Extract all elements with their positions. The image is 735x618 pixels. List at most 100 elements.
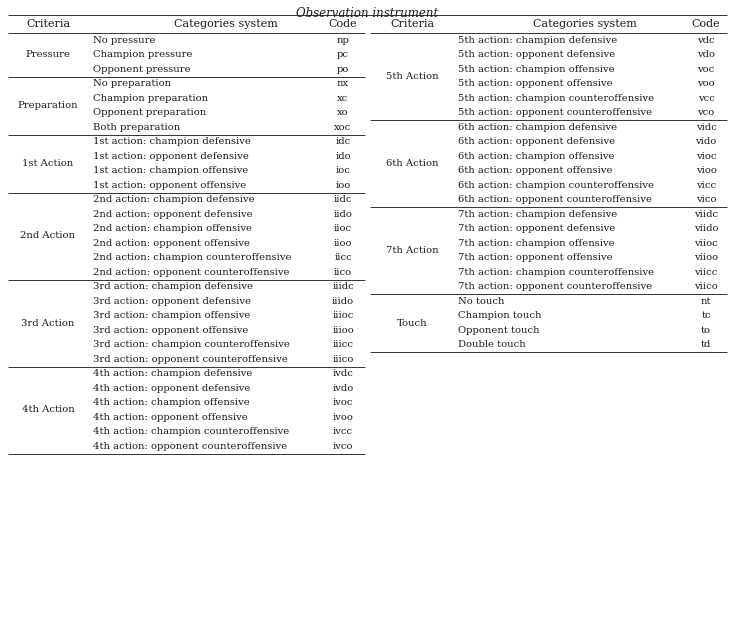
Text: ivoo: ivoo xyxy=(332,413,354,421)
Text: Preparation: Preparation xyxy=(18,101,79,110)
Text: 1st action: opponent offensive: 1st action: opponent offensive xyxy=(93,180,246,190)
Text: 2nd Action: 2nd Action xyxy=(21,232,76,240)
Text: vico: vico xyxy=(696,195,716,205)
Text: td: td xyxy=(700,341,711,349)
Text: 2nd action: opponent offensive: 2nd action: opponent offensive xyxy=(93,239,250,248)
Text: po: po xyxy=(337,65,349,74)
Text: 6th action: champion defensive: 6th action: champion defensive xyxy=(458,123,617,132)
Text: vioo: vioo xyxy=(695,166,717,176)
Text: iidc: iidc xyxy=(334,195,352,205)
Text: 4th action: champion counteroffensive: 4th action: champion counteroffensive xyxy=(93,427,290,436)
Text: No touch: No touch xyxy=(458,297,504,306)
Text: xo: xo xyxy=(337,108,349,117)
Text: 5th Action: 5th Action xyxy=(386,72,438,81)
Text: iiico: iiico xyxy=(332,355,354,364)
Text: Pressure: Pressure xyxy=(26,50,71,59)
Text: vidc: vidc xyxy=(695,123,717,132)
Text: 5th action: champion counteroffensive: 5th action: champion counteroffensive xyxy=(458,94,654,103)
Text: to: to xyxy=(701,326,711,335)
Text: Touch: Touch xyxy=(397,318,427,328)
Text: 7th action: opponent offensive: 7th action: opponent offensive xyxy=(458,253,613,262)
Text: ido: ido xyxy=(335,152,351,161)
Text: Champion preparation: Champion preparation xyxy=(93,94,208,103)
Text: Code: Code xyxy=(329,19,357,29)
Text: ivdo: ivdo xyxy=(332,384,354,393)
Text: iico: iico xyxy=(334,268,352,277)
Text: iiido: iiido xyxy=(332,297,354,306)
Text: Opponent touch: Opponent touch xyxy=(458,326,539,335)
Text: iido: iido xyxy=(334,210,353,219)
Text: vcc: vcc xyxy=(698,94,714,103)
Text: 6th action: champion counteroffensive: 6th action: champion counteroffensive xyxy=(458,180,654,190)
Text: No preparation: No preparation xyxy=(93,79,171,88)
Text: iiidc: iiidc xyxy=(332,282,354,291)
Text: 3rd action: opponent counteroffensive: 3rd action: opponent counteroffensive xyxy=(93,355,288,364)
Text: ioc: ioc xyxy=(336,166,351,176)
Text: 1st action: opponent defensive: 1st action: opponent defensive xyxy=(93,152,249,161)
Text: 7th action: opponent defensive: 7th action: opponent defensive xyxy=(458,224,615,233)
Text: Double touch: Double touch xyxy=(458,341,526,349)
Text: Criteria: Criteria xyxy=(390,19,434,29)
Text: 6th Action: 6th Action xyxy=(386,159,438,168)
Text: voo: voo xyxy=(698,79,715,88)
Text: Opponent pressure: Opponent pressure xyxy=(93,65,190,74)
Text: vdo: vdo xyxy=(697,50,715,59)
Text: 4th action: opponent offensive: 4th action: opponent offensive xyxy=(93,413,248,421)
Text: Opponent preparation: Opponent preparation xyxy=(93,108,207,117)
Text: Champion touch: Champion touch xyxy=(458,311,542,320)
Text: 7th action: champion defensive: 7th action: champion defensive xyxy=(458,210,617,219)
Text: Categories system: Categories system xyxy=(533,19,637,29)
Text: viioc: viioc xyxy=(694,239,718,248)
Text: Observation instrument: Observation instrument xyxy=(296,7,438,20)
Text: 1st action: champion offensive: 1st action: champion offensive xyxy=(93,166,248,176)
Text: viido: viido xyxy=(694,224,718,233)
Text: vdc: vdc xyxy=(698,36,715,44)
Text: viidc: viidc xyxy=(694,210,718,219)
Text: iiicc: iiicc xyxy=(332,341,354,349)
Text: pc: pc xyxy=(337,50,349,59)
Text: viico: viico xyxy=(694,282,718,291)
Text: ivdc: ivdc xyxy=(332,369,354,378)
Text: 4th action: opponent counteroffensive: 4th action: opponent counteroffensive xyxy=(93,442,287,451)
Text: 6th action: opponent defensive: 6th action: opponent defensive xyxy=(458,137,615,146)
Text: iioc: iioc xyxy=(334,224,352,233)
Text: xc: xc xyxy=(337,94,348,103)
Text: No pressure: No pressure xyxy=(93,36,156,44)
Text: 7th action: champion counteroffensive: 7th action: champion counteroffensive xyxy=(458,268,654,277)
Text: ivcc: ivcc xyxy=(333,427,353,436)
Text: tc: tc xyxy=(701,311,711,320)
Text: 5th action: opponent defensive: 5th action: opponent defensive xyxy=(458,50,615,59)
Text: viicc: viicc xyxy=(695,268,717,277)
Text: 2nd action: opponent defensive: 2nd action: opponent defensive xyxy=(93,210,253,219)
Text: 2nd action: opponent counteroffensive: 2nd action: opponent counteroffensive xyxy=(93,268,290,277)
Text: Categories system: Categories system xyxy=(173,19,277,29)
Text: 6th action: opponent counteroffensive: 6th action: opponent counteroffensive xyxy=(458,195,652,205)
Text: 7th Action: 7th Action xyxy=(386,246,438,255)
Text: vido: vido xyxy=(695,137,717,146)
Text: 5th action: opponent offensive: 5th action: opponent offensive xyxy=(458,79,613,88)
Text: iicc: iicc xyxy=(334,253,352,262)
Text: vioc: vioc xyxy=(696,152,716,161)
Text: 6th action: champion offensive: 6th action: champion offensive xyxy=(458,152,614,161)
Text: 5th action: champion defensive: 5th action: champion defensive xyxy=(458,36,617,44)
Text: vco: vco xyxy=(698,108,714,117)
Text: Code: Code xyxy=(692,19,720,29)
Text: 5th action: champion offensive: 5th action: champion offensive xyxy=(458,65,614,74)
Text: iiioc: iiioc xyxy=(332,311,354,320)
Text: 4th action: champion defensive: 4th action: champion defensive xyxy=(93,369,252,378)
Text: 1st action: champion defensive: 1st action: champion defensive xyxy=(93,137,251,146)
Text: nx: nx xyxy=(337,79,349,88)
Text: np: np xyxy=(337,36,349,44)
Text: 6th action: opponent offensive: 6th action: opponent offensive xyxy=(458,166,612,176)
Text: Criteria: Criteria xyxy=(26,19,70,29)
Text: 3rd action: champion counteroffensive: 3rd action: champion counteroffensive xyxy=(93,341,290,349)
Text: 1st Action: 1st Action xyxy=(22,159,74,168)
Text: 3rd action: opponent defensive: 3rd action: opponent defensive xyxy=(93,297,251,306)
Text: 4th Action: 4th Action xyxy=(21,405,74,415)
Text: 2nd action: champion defensive: 2nd action: champion defensive xyxy=(93,195,254,205)
Text: viioo: viioo xyxy=(694,253,718,262)
Text: 3rd action: champion offensive: 3rd action: champion offensive xyxy=(93,311,251,320)
Text: 7th action: champion offensive: 7th action: champion offensive xyxy=(458,239,614,248)
Text: 4th action: opponent defensive: 4th action: opponent defensive xyxy=(93,384,251,393)
Text: 2nd action: champion counteroffensive: 2nd action: champion counteroffensive xyxy=(93,253,292,262)
